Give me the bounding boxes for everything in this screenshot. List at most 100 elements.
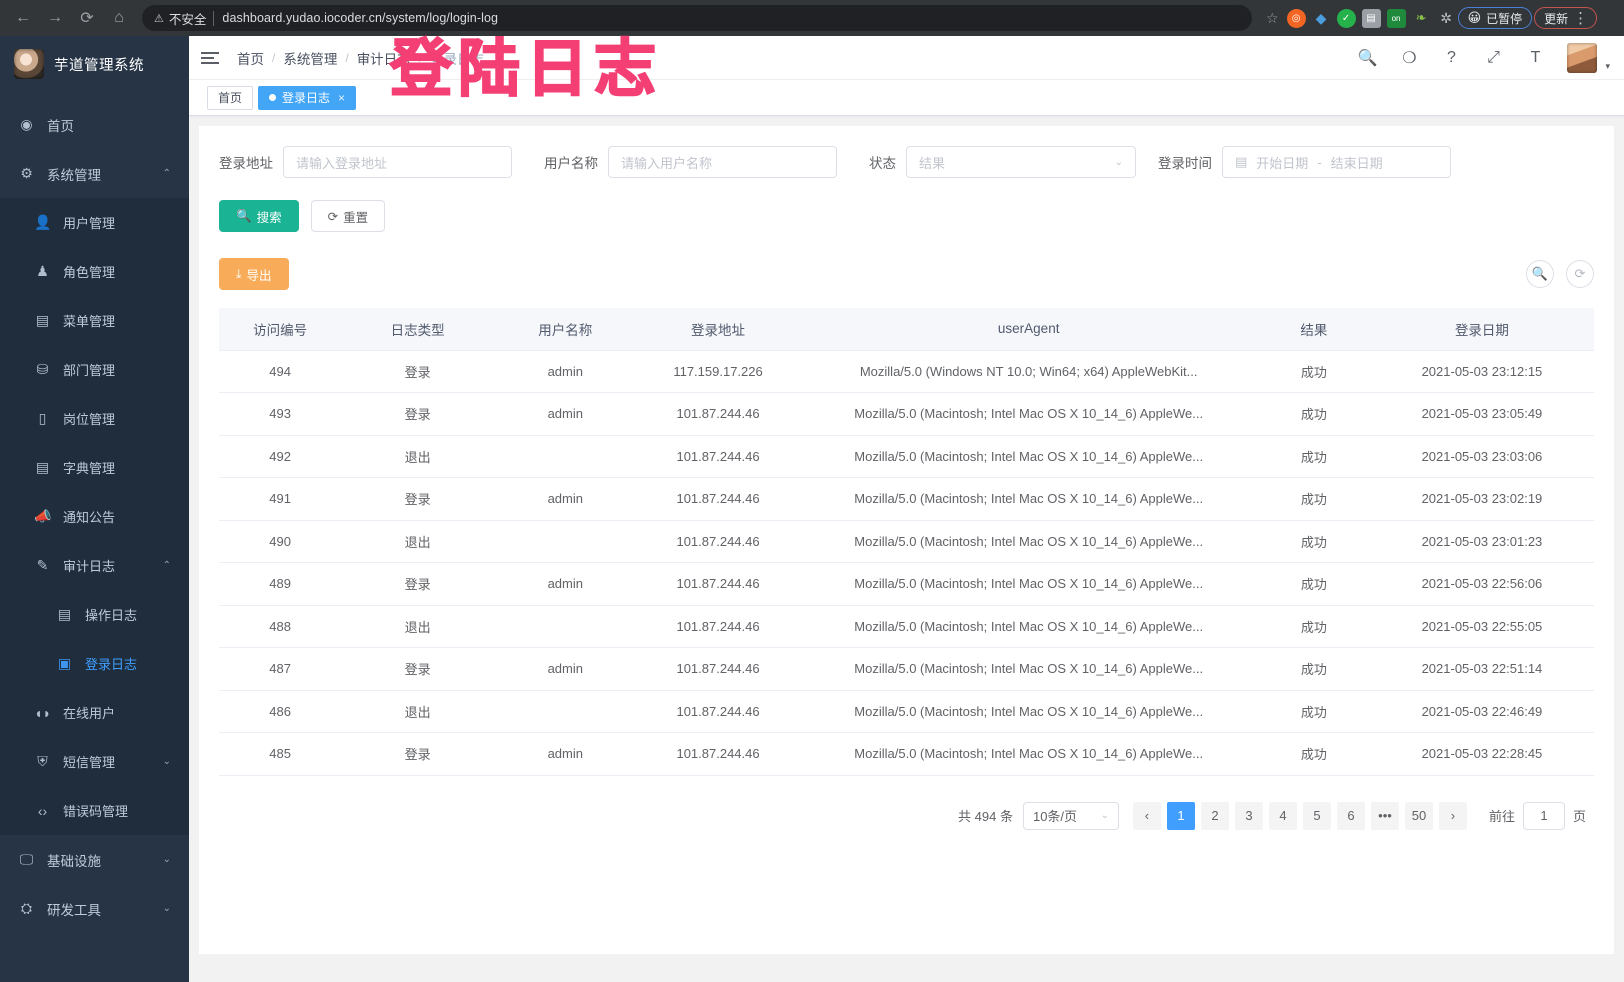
cell-id: 488 xyxy=(219,605,342,648)
page-button-3[interactable]: 3 xyxy=(1234,801,1263,830)
page-button-1[interactable]: 1 xyxy=(1166,801,1195,830)
page-button-4[interactable]: 4 xyxy=(1268,801,1297,830)
table-row[interactable]: 491 登录 admin 101.87.244.46 Mozilla/5.0 (Maci… xyxy=(219,477,1594,521)
page-size-select[interactable]: 10条/页 ⌄ xyxy=(1022,801,1119,830)
extension-icon-on-badge[interactable]: on xyxy=(1386,8,1406,28)
page-size-label: 10条/页 xyxy=(1032,809,1078,824)
paused-profile-button[interactable]: 😀 已暂停 xyxy=(1457,7,1533,29)
github-icon[interactable]: ❍ xyxy=(1402,49,1417,67)
browser-toolbar: ← → ⟳ ⌂ ⚠ 不安全 dashboard.yudao.iocoder.cn… xyxy=(0,0,1624,36)
page-ellipsis-button[interactable]: ••• xyxy=(1370,801,1399,830)
sidebar-item-dept-mgmt[interactable]: ⛁ 部门管理 xyxy=(0,345,189,394)
table-row[interactable]: 486 退出 101.87.244.46 Mozilla/5.0 (Macintosh… xyxy=(219,690,1594,733)
sidebar-item-infrastructure[interactable]: 🖵 基础设施 ⌄ xyxy=(0,835,189,884)
breadcrumb-item-home[interactable]: 首页 xyxy=(237,51,264,67)
page-button-2[interactable]: 2 xyxy=(1200,801,1229,830)
search-icon[interactable]: 🔍 xyxy=(1357,49,1378,67)
extension-icon-grid[interactable]: ▤ xyxy=(1361,8,1381,28)
extension-icon-green-check[interactable]: ✓ xyxy=(1336,8,1356,28)
cell-date: 2021-05-03 22:51:14 xyxy=(1369,647,1594,691)
login-time-daterange[interactable]: ▤ 开始日期 - 结束日期 xyxy=(1222,146,1451,178)
kebab-menu-icon[interactable]: ⋮ xyxy=(1573,10,1588,27)
topbar-actions: 🔍 ❍ ? ⤢ T ▾ xyxy=(1357,42,1610,73)
forward-arrow-icon[interactable]: → xyxy=(47,9,63,26)
home-icon[interactable]: ⌂ xyxy=(114,9,124,26)
table-row[interactable]: 492 退出 101.87.244.46 Mozilla/5.0 (Macintosh… xyxy=(219,435,1594,478)
table-row[interactable]: 489 登录 admin 101.87.244.46 Mozilla/5.0 (Maci… xyxy=(219,562,1594,606)
update-button[interactable]: 更新 ⋮ xyxy=(1534,7,1598,29)
username-input[interactable]: 请输入用户名称 xyxy=(608,146,837,178)
table-row[interactable]: 487 登录 admin 101.87.244.46 Mozilla/5.0 (Maci… xyxy=(219,647,1594,691)
breadcrumb-item-audit[interactable]: 审计日志 xyxy=(356,51,411,67)
sidebar-item-sms-mgmt[interactable]: ⛨ 短信管理 ⌄ xyxy=(0,737,189,786)
sidebar-item-post-mgmt[interactable]: ▯ 岗位管理 xyxy=(0,394,189,443)
reset-button[interactable]: ⟳ 重置 xyxy=(310,200,386,232)
address-bar[interactable]: ⚠ 不安全 dashboard.yudao.iocoder.cn/system/… xyxy=(142,5,1252,31)
shield-icon: ⛨ xyxy=(37,753,48,769)
sidebar-item-user-mgmt[interactable]: 👤 用户管理 xyxy=(0,198,189,247)
table-row[interactable]: 488 退出 101.87.244.46 Mozilla/5.0 (Macintosh… xyxy=(219,605,1594,648)
page-button-5[interactable]: 5 xyxy=(1302,801,1331,830)
search-button[interactable]: 🔍 搜索 xyxy=(219,200,299,232)
sidebar-item-home[interactable]: ◉ 首页 xyxy=(0,100,189,149)
sidebar-logo[interactable]: 芋道管理系统 xyxy=(0,36,189,92)
table-row[interactable]: 485 登录 admin 101.87.244.46 Mozilla/5.0 (Maci… xyxy=(219,732,1594,776)
sidebar-item-audit-log[interactable]: ✎ 审计日志 ⌃ xyxy=(0,541,189,590)
cell-id: 492 xyxy=(219,435,342,478)
extension-icon-leaf[interactable]: ❧ xyxy=(1415,10,1427,25)
prev-page-button[interactable]: ‹ xyxy=(1132,801,1161,830)
font-size-icon[interactable]: T xyxy=(1530,48,1541,66)
refresh-icon[interactable]: ⟳ xyxy=(1566,260,1594,288)
form-actions: 🔍 搜索 ⟳ 重置 xyxy=(219,200,1594,232)
cell-useragent: Mozilla/5.0 (Macintosh; Intel Mac OS X 1… xyxy=(799,435,1258,478)
sidebar-item-dev-tools[interactable]: ⛭ 研发工具 ⌄ xyxy=(0,884,189,933)
back-arrow-icon[interactable]: ← xyxy=(15,9,31,26)
chevron-down-icon[interactable]: ▾ xyxy=(1605,61,1610,71)
sidebar-submenu-system: 👤 用户管理 ♟ 角色管理 ▤ 菜单管理 ⛁ 部门管理 ▯ 岗位管理 xyxy=(0,198,189,835)
cell-type: 登录 xyxy=(341,562,494,606)
edit-doc-icon: ✎ xyxy=(36,557,49,573)
login-address-input[interactable]: 请输入登录地址 xyxy=(283,146,512,178)
sidebar-item-label: 首页 xyxy=(47,118,74,134)
help-icon[interactable]: ? xyxy=(1447,48,1456,66)
table-row[interactable]: 494 登录 admin 117.159.17.226 Mozilla/5.0 (Win… xyxy=(219,350,1594,393)
hamburger-icon[interactable] xyxy=(201,51,221,64)
sidebar-item-role-mgmt[interactable]: ♟ 角色管理 xyxy=(0,247,189,296)
end-date-placeholder: 结束日期 xyxy=(1330,155,1383,171)
export-button[interactable]: ⤓ 导出 xyxy=(219,258,289,290)
reload-icon[interactable]: ⟳ xyxy=(80,10,94,27)
cell-id: 494 xyxy=(219,350,342,393)
close-icon[interactable]: × xyxy=(338,90,346,105)
sidebar-item-operation-log[interactable]: ▤ 操作日志 xyxy=(0,590,189,639)
extension-icon-diamond[interactable]: ◆ xyxy=(1315,9,1327,26)
jump-page-input[interactable]: 1 xyxy=(1522,801,1565,830)
sidebar-item-dict-mgmt[interactable]: ▤ 字典管理 xyxy=(0,443,189,492)
sidebar-item-online-users[interactable]: ◖◗ 在线用户 xyxy=(0,688,189,737)
sidebar-item-label: 登录日志 xyxy=(85,657,138,672)
search-toggle-icon[interactable]: 🔍 xyxy=(1526,260,1554,288)
sidebar-item-error-code[interactable]: ‹› 错误码管理 xyxy=(0,786,189,835)
extension-icon-orange[interactable]: ◎ xyxy=(1286,8,1306,28)
sidebar-item-notice[interactable]: 📣 通知公告 xyxy=(0,492,189,541)
cell-type: 退出 xyxy=(341,435,494,478)
breadcrumb-item-system[interactable]: 系统管理 xyxy=(283,51,338,67)
table-row[interactable]: 493 登录 admin 101.87.244.46 Mozilla/5.0 (Maci… xyxy=(219,392,1594,436)
column-header-date: 登录日期 xyxy=(1369,308,1594,351)
cell-type: 退出 xyxy=(341,690,494,733)
next-page-button[interactable]: › xyxy=(1438,801,1467,830)
page-button-50[interactable]: 50 xyxy=(1404,801,1433,830)
sidebar-item-system[interactable]: ⚙ 系统管理 ⌃ xyxy=(0,149,189,198)
sidebar-item-login-log[interactable]: ▣ 登录日志 xyxy=(0,639,189,688)
user-icon: 👤 xyxy=(34,214,52,230)
chevron-down-icon: ⌄ xyxy=(162,756,171,767)
tab-home[interactable]: 首页 xyxy=(207,85,254,110)
page-button-6[interactable]: 6 xyxy=(1336,801,1365,830)
table-row[interactable]: 490 退出 101.87.244.46 Mozilla/5.0 (Macintosh… xyxy=(219,520,1594,563)
fullscreen-icon[interactable]: ⤢ xyxy=(1487,48,1500,66)
star-icon[interactable]: ☆ xyxy=(1266,9,1279,26)
status-select[interactable]: 结果 ⌄ xyxy=(906,146,1136,178)
avatar[interactable] xyxy=(1567,42,1598,73)
sidebar-item-menu-mgmt[interactable]: ▤ 菜单管理 xyxy=(0,296,189,345)
tab-login-log[interactable]: 登录日志 × xyxy=(258,85,357,110)
extension-icon-puzzle[interactable]: ✲ xyxy=(1440,9,1452,26)
